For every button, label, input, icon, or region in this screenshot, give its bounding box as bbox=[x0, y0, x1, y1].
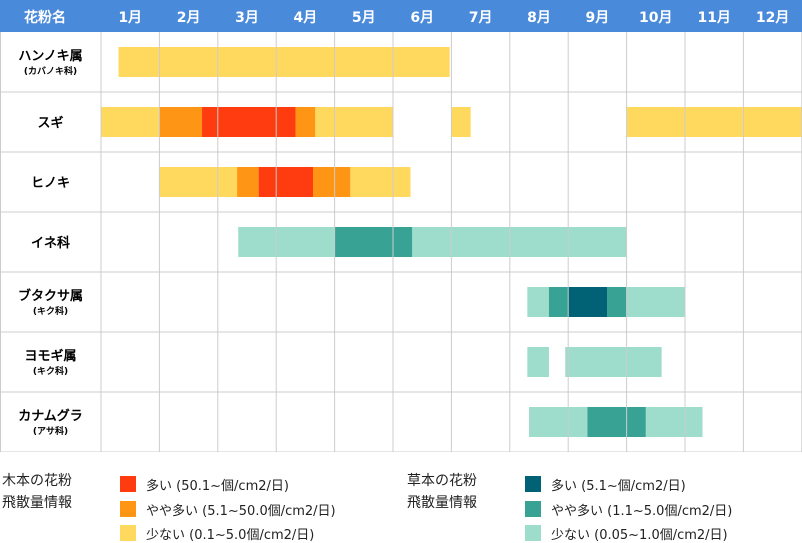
pollen-bar-segment bbox=[451, 107, 471, 137]
month-label: 6月 bbox=[410, 10, 434, 26]
pollen-bar-segment bbox=[202, 107, 296, 137]
month-label: 12月 bbox=[756, 10, 789, 26]
pollen-bar-segment bbox=[527, 287, 549, 317]
grass-few-swatch bbox=[525, 525, 541, 541]
tree-some-swatch bbox=[120, 501, 136, 517]
pollen-family: (カバノキ科) bbox=[24, 65, 77, 77]
legend-grass-some-label: やや多い (1.1~5.0個/cm2/日) bbox=[551, 503, 733, 519]
legend-grass-many-label: 多い (5.1~個/cm2/日) bbox=[551, 478, 686, 494]
month-label: 11月 bbox=[697, 10, 730, 26]
pollen-name: ブタクサ属 bbox=[18, 288, 83, 304]
legend-tree-many-label: 多い (50.1~個/cm2/日) bbox=[146, 478, 289, 494]
pollen-bar-segment bbox=[315, 107, 393, 137]
pollen-bar-segment bbox=[626, 107, 802, 137]
pollen-bar-segment bbox=[334, 227, 413, 257]
pollen-bar-segment bbox=[412, 227, 627, 257]
pollen-bar-segment bbox=[258, 167, 313, 197]
pollen-bar-segment bbox=[529, 407, 588, 437]
tree-many-swatch bbox=[120, 476, 136, 492]
pollen-bar-segment bbox=[548, 287, 569, 317]
grass-many-swatch bbox=[525, 476, 541, 492]
tree-legend-title: 木本の花粉 飛散量情報 bbox=[2, 473, 72, 511]
row-labels: ハンノキ属(カバノキ科)スギヒノキイネ科ブタクサ属(キク科)ヨモギ属(キク科)カ… bbox=[18, 49, 83, 437]
tree-few-swatch bbox=[120, 525, 136, 541]
pollen-bar-segment bbox=[565, 347, 662, 377]
month-label: 8月 bbox=[527, 10, 551, 26]
pollen-bar-segment bbox=[587, 407, 646, 437]
month-labels: 1月 2月 3月 4月 5月 6月 7月 8月 9月 10月 11月 12月 bbox=[118, 10, 789, 26]
pollen-name: スギ bbox=[37, 115, 63, 131]
pollen-family: (アサ科) bbox=[33, 425, 68, 437]
month-label: 3月 bbox=[235, 10, 259, 26]
legend-tree-many: 多い (50.1~個/cm2/日) bbox=[120, 474, 289, 494]
legend-grass-many: 多い (5.1~個/cm2/日) bbox=[525, 474, 686, 494]
pollen-bar-segment bbox=[101, 107, 160, 137]
month-label: 5月 bbox=[352, 10, 376, 26]
pollen-bar-segment bbox=[350, 167, 411, 197]
pollen-calendar-chart: 花粉名 1月 2月 3月 4月 5月 6月 7月 8月 9月 10月 11月 12月 ハンノキ属(カバ… bbox=[0, 0, 802, 452]
month-label: 10月 bbox=[639, 10, 672, 26]
legend-grass-some: やや多い (1.1~5.0個/cm2/日) bbox=[525, 499, 732, 519]
legend-tree-some: やや多い (5.1~50.0個/cm2/日) bbox=[120, 499, 336, 519]
month-label: 2月 bbox=[177, 10, 201, 26]
legend-tree-few-label: 少ない (0.1~5.0個/cm2/日) bbox=[146, 527, 315, 543]
pollen-bar-segment bbox=[527, 347, 549, 377]
pollen-bar-segment bbox=[295, 107, 316, 137]
pollen-family: (キク科) bbox=[33, 305, 68, 317]
legend-tree-few: 少ない (0.1~5.0個/cm2/日) bbox=[120, 523, 314, 543]
pollen-bar-segment bbox=[312, 167, 351, 197]
pollen-name: ヨモギ属 bbox=[24, 348, 76, 364]
pollen-bar-segment bbox=[607, 287, 627, 317]
month-label: 1月 bbox=[118, 10, 142, 26]
grass-legend-title: 草本の花粉 飛散量情報 bbox=[407, 473, 477, 511]
pollen-bar-segment bbox=[237, 167, 259, 197]
month-label: 7月 bbox=[469, 10, 493, 26]
pollen-bar-segment bbox=[118, 47, 450, 77]
pollen-bar-segment bbox=[568, 287, 608, 317]
pollen-bar-segment bbox=[159, 167, 238, 197]
grass-some-swatch bbox=[525, 501, 541, 517]
pollen-bar-segment bbox=[626, 287, 685, 317]
pollen-bar-segment bbox=[159, 107, 203, 137]
legend-grass-few-label: 少ない (0.05~1.0個/cm2/日) bbox=[551, 527, 728, 543]
legend-tree-some-label: やや多い (5.1~50.0個/cm2/日) bbox=[146, 503, 336, 519]
header-bar bbox=[0, 0, 802, 32]
pollen-family: (キク科) bbox=[33, 365, 68, 377]
pollen-name: ヒノキ bbox=[31, 176, 70, 191]
month-label: 4月 bbox=[294, 10, 318, 26]
pollen-name: イネ科 bbox=[31, 235, 70, 251]
pollen-bar-segment bbox=[238, 227, 335, 257]
pollen-name: ハンノキ属 bbox=[18, 49, 82, 64]
pollen-bar-segment bbox=[645, 407, 703, 437]
pollen-name: カナムグラ bbox=[18, 408, 83, 424]
legend-grass-few: 少ない (0.05~1.0個/cm2/日) bbox=[525, 523, 728, 543]
pollen-name-header: 花粉名 bbox=[24, 9, 66, 26]
month-label: 9月 bbox=[586, 10, 610, 26]
